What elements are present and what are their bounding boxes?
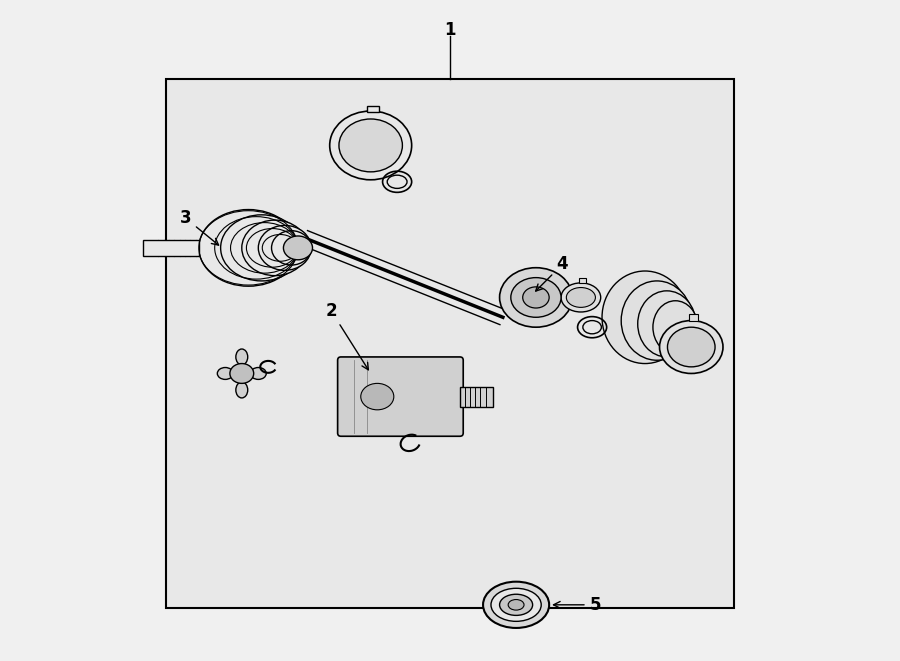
- Ellipse shape: [220, 215, 302, 281]
- Bar: [367, 106, 379, 112]
- Ellipse shape: [339, 119, 402, 172]
- Ellipse shape: [230, 364, 254, 383]
- Ellipse shape: [258, 225, 311, 270]
- Ellipse shape: [250, 368, 266, 379]
- Ellipse shape: [602, 271, 688, 364]
- Ellipse shape: [491, 588, 541, 621]
- Bar: [142, 240, 199, 256]
- Ellipse shape: [217, 368, 233, 379]
- Ellipse shape: [668, 327, 716, 367]
- Ellipse shape: [483, 582, 549, 628]
- Ellipse shape: [660, 321, 723, 373]
- Text: 3: 3: [180, 209, 219, 245]
- Ellipse shape: [500, 594, 533, 615]
- Ellipse shape: [500, 268, 572, 327]
- Text: 2: 2: [325, 301, 368, 369]
- Ellipse shape: [242, 220, 308, 276]
- Ellipse shape: [236, 349, 248, 365]
- Bar: [460, 387, 493, 407]
- Text: 5: 5: [554, 596, 601, 614]
- Ellipse shape: [284, 236, 312, 260]
- Text: 1: 1: [445, 20, 455, 39]
- Ellipse shape: [236, 382, 248, 398]
- Bar: [688, 314, 698, 321]
- Ellipse shape: [199, 210, 298, 286]
- FancyBboxPatch shape: [338, 357, 464, 436]
- Ellipse shape: [329, 111, 411, 180]
- Ellipse shape: [361, 383, 394, 410]
- Ellipse shape: [508, 600, 524, 610]
- Ellipse shape: [511, 278, 561, 317]
- Ellipse shape: [566, 288, 596, 307]
- Ellipse shape: [561, 283, 600, 312]
- Ellipse shape: [272, 231, 311, 265]
- Ellipse shape: [621, 281, 693, 360]
- Ellipse shape: [523, 287, 549, 308]
- Ellipse shape: [652, 301, 698, 354]
- Ellipse shape: [638, 291, 696, 357]
- Bar: [579, 278, 586, 283]
- Text: 4: 4: [536, 255, 568, 291]
- Bar: [166, 79, 734, 608]
